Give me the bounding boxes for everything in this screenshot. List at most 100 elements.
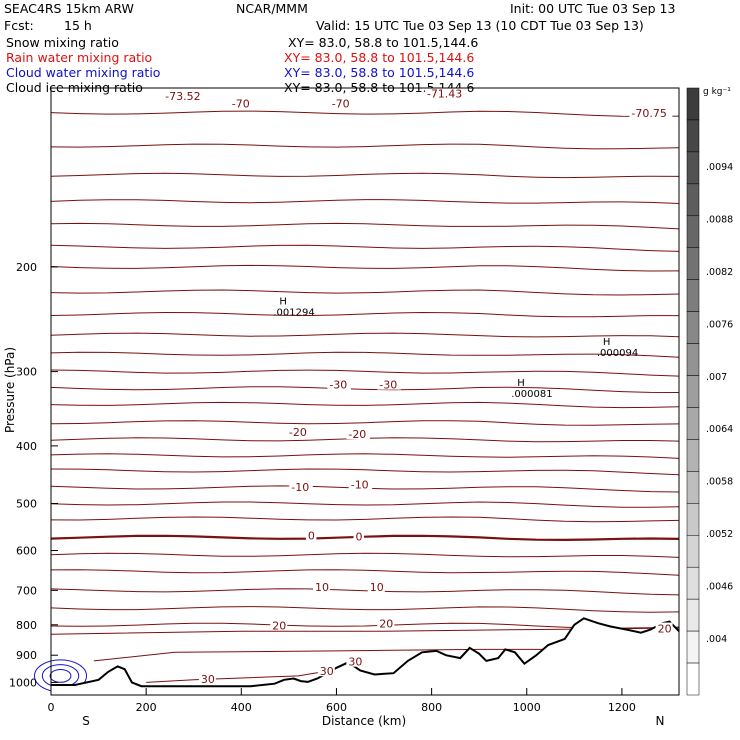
center-name: NCAR/MMM — [236, 1, 308, 16]
isotherm-label: 30 — [320, 665, 334, 678]
isotherm-label: 20 — [379, 617, 393, 630]
forecast-label: Fcst: — [4, 18, 34, 33]
x-tick-label-1000: 1000 — [513, 701, 541, 714]
field-snow-name: Snow mixing ratio — [6, 35, 119, 50]
colorbar-tick-label: .007 — [706, 372, 727, 383]
y-tick-label-600: 600 — [16, 545, 37, 558]
x-start-label: S — [82, 714, 90, 728]
isotherm-line — [50, 420, 680, 426]
y-axis-label: Pressure (hPa) — [3, 347, 17, 433]
colorbar-swatch — [686, 535, 700, 568]
colorbar-tick-label: .0058 — [706, 477, 733, 488]
isotherm-label: 0 — [355, 531, 362, 544]
isotherm-line — [50, 264, 680, 272]
isotherm-label-bg — [655, 622, 673, 634]
colorbar-swatch — [686, 183, 700, 217]
terrain-layer — [51, 617, 680, 695]
isotherm-label-bg — [313, 581, 331, 593]
isotherm-line — [50, 588, 680, 596]
y-axis: 200 300 400 500 600 700 800 900 1000 — [9, 261, 58, 689]
isotherm-label: 10 — [315, 581, 329, 594]
colorbar: .0094 .0088 .0082 .0076 .007 .0064 .0058 .0052.… — [686, 87, 733, 696]
maximum-symbol: H — [279, 297, 287, 308]
x-tick-label-400: 400 — [231, 701, 252, 714]
colorbar-swatch — [686, 279, 700, 312]
isotherm-label-bg — [346, 655, 364, 667]
x-axis-label: Distance (km) — [322, 714, 406, 728]
y-tick-label-300: 300 — [16, 366, 37, 379]
colorbar-swatch — [686, 311, 700, 344]
isotherm-label-bg — [424, 87, 468, 99]
field-cloud-water-name: Cloud water mixing ratio — [6, 65, 161, 80]
init-time: Init: 00 UTC Tue 03 Sep 13 — [510, 1, 676, 16]
maximum-value: .000081 — [511, 389, 552, 400]
isotherm-label: 20 — [272, 619, 286, 632]
isotherm-label: -30 — [379, 379, 397, 392]
isotherm-label-bg — [346, 428, 370, 440]
isotherm-line — [50, 244, 680, 252]
isotherm-label-bg — [270, 619, 288, 631]
colorbar-swatch — [686, 375, 700, 408]
isotherm-line — [50, 369, 680, 377]
isotherm-line — [50, 289, 680, 296]
maximum-value: .000094 — [597, 348, 638, 359]
terrain-profile — [51, 617, 680, 688]
isotherm-label-bg — [286, 425, 311, 437]
isotherm-label: -71.43 — [427, 88, 462, 101]
colorbar-tick-label: .0064 — [706, 424, 733, 435]
isotherm-label-bg — [353, 530, 364, 542]
isotherm-label-bg — [198, 673, 216, 685]
isotherm-label: 10 — [370, 581, 384, 594]
colorbar-unit: g kg⁻¹ — [703, 87, 731, 97]
isotherm-label: -70.75 — [631, 107, 666, 120]
y-tick-label-1000: 1000 — [9, 676, 37, 689]
cloud-water-contour — [49, 668, 72, 683]
isotherm-label-bg — [327, 378, 351, 390]
colorbar-swatch — [686, 87, 700, 121]
isotherm-line — [50, 351, 680, 358]
y-tick-label-200: 200 — [16, 261, 37, 274]
isotherm-label: 0 — [308, 529, 315, 542]
colorbar-swatch — [686, 215, 700, 248]
colorbar-tick-label: .0046 — [706, 582, 733, 593]
isotherm-line — [50, 552, 680, 558]
x-tick-label-800: 800 — [421, 701, 442, 714]
isotherm-label-bg — [305, 529, 317, 541]
x-tick-label-0: 0 — [48, 701, 55, 714]
x-axis: 0 200 400 600 800 1000 1200 — [48, 688, 636, 714]
field-rain-name: Rain water mixing ratio — [6, 50, 153, 65]
isotherm-label: 20 — [658, 623, 672, 636]
warm-contour — [93, 648, 551, 662]
x-tick-label-1200: 1200 — [608, 701, 636, 714]
colorbar-tick-label: .0076 — [706, 319, 733, 330]
field-snow-xy: XY= 83.0, 58.8 to 101.5,144.6 — [288, 35, 479, 50]
isotherm-line — [50, 222, 680, 230]
isotherm-label: -73.52 — [165, 90, 200, 103]
colorbar-swatch — [686, 503, 700, 536]
isotherm-label-bg — [629, 106, 673, 118]
isotherm-line — [50, 386, 680, 393]
y-tick-label-800: 800 — [16, 619, 37, 632]
colorbar-tick-label: .0052 — [706, 529, 733, 540]
isotherm-label: -70 — [232, 97, 250, 110]
isotherm-label-bg — [163, 90, 207, 102]
isotherm-label-bg — [348, 478, 373, 490]
isotherm-label-bg — [377, 617, 395, 629]
y-tick-label-900: 900 — [16, 649, 37, 662]
colorbar-swatch — [686, 598, 700, 632]
isotherm-label: -10 — [291, 481, 309, 494]
isotherm-lines — [50, 110, 680, 683]
model-title: SEAC4RS 15km ARW — [4, 1, 134, 16]
isotherm-line — [50, 534, 680, 542]
isotherm-label: -20 — [289, 426, 307, 439]
isotherm-label-bg — [229, 97, 254, 109]
colorbar-swatch — [686, 566, 700, 600]
isotherm-line — [50, 569, 680, 576]
maximum-value: .001294 — [273, 308, 314, 319]
colorbar-tick-label: .004 — [706, 634, 727, 645]
colorbar-swatch — [686, 151, 700, 185]
terrain-fill — [51, 618, 679, 695]
colorbar-tick-label: .0082 — [706, 267, 733, 278]
isotherm-line — [50, 110, 680, 118]
